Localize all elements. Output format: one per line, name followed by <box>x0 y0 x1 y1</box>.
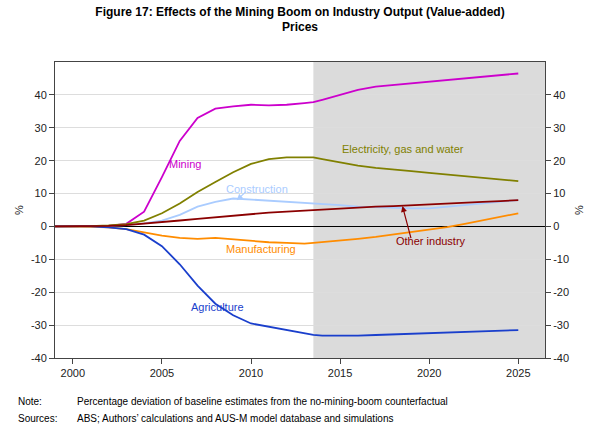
svg-text:0: 0 <box>553 220 559 232</box>
svg-text:-20: -20 <box>31 286 47 298</box>
svg-text:-10: -10 <box>553 253 569 265</box>
svg-text:-10: -10 <box>31 253 47 265</box>
svg-text:10: 10 <box>35 187 47 199</box>
svg-text:Agriculture: Agriculture <box>191 301 244 313</box>
svg-text:-40: -40 <box>553 352 569 364</box>
svg-text:20: 20 <box>35 155 47 167</box>
svg-text:-30: -30 <box>553 319 569 331</box>
svg-text:2015: 2015 <box>328 367 352 379</box>
svg-text:Figure 17: Effects of the Mini: Figure 17: Effects of the Mining Boom on… <box>95 5 504 35</box>
svg-text:%: % <box>573 205 585 215</box>
svg-text:40: 40 <box>553 89 565 101</box>
svg-text:Mining: Mining <box>169 158 201 170</box>
svg-text:%: % <box>13 205 25 215</box>
svg-text:-40: -40 <box>31 352 47 364</box>
svg-text:10: 10 <box>553 187 565 199</box>
svg-text:30: 30 <box>35 122 47 134</box>
svg-text:2000: 2000 <box>61 367 85 379</box>
svg-text:Note:: Note: <box>18 396 42 407</box>
svg-text:0: 0 <box>41 220 47 232</box>
svg-text:ABS; Authors’ calculations and: ABS; Authors’ calculations and AUS-M mod… <box>77 413 393 424</box>
svg-text:2025: 2025 <box>506 367 530 379</box>
svg-text:-20: -20 <box>553 286 569 298</box>
svg-text:Sources:: Sources: <box>18 413 57 424</box>
svg-text:-30: -30 <box>31 319 47 331</box>
svg-text:Manufacturing: Manufacturing <box>226 243 296 255</box>
svg-text:2010: 2010 <box>239 367 263 379</box>
svg-text:30: 30 <box>553 122 565 134</box>
svg-text:Construction: Construction <box>226 183 288 195</box>
svg-text:20: 20 <box>553 155 565 167</box>
svg-text:2020: 2020 <box>417 367 441 379</box>
svg-text:Other industry: Other industry <box>396 235 466 247</box>
svg-text:Percentage deviation of baseli: Percentage deviation of baseline estimat… <box>77 396 448 407</box>
svg-text:40: 40 <box>35 89 47 101</box>
svg-text:2005: 2005 <box>150 367 174 379</box>
svg-text:Electricity, gas and water: Electricity, gas and water <box>342 143 464 155</box>
